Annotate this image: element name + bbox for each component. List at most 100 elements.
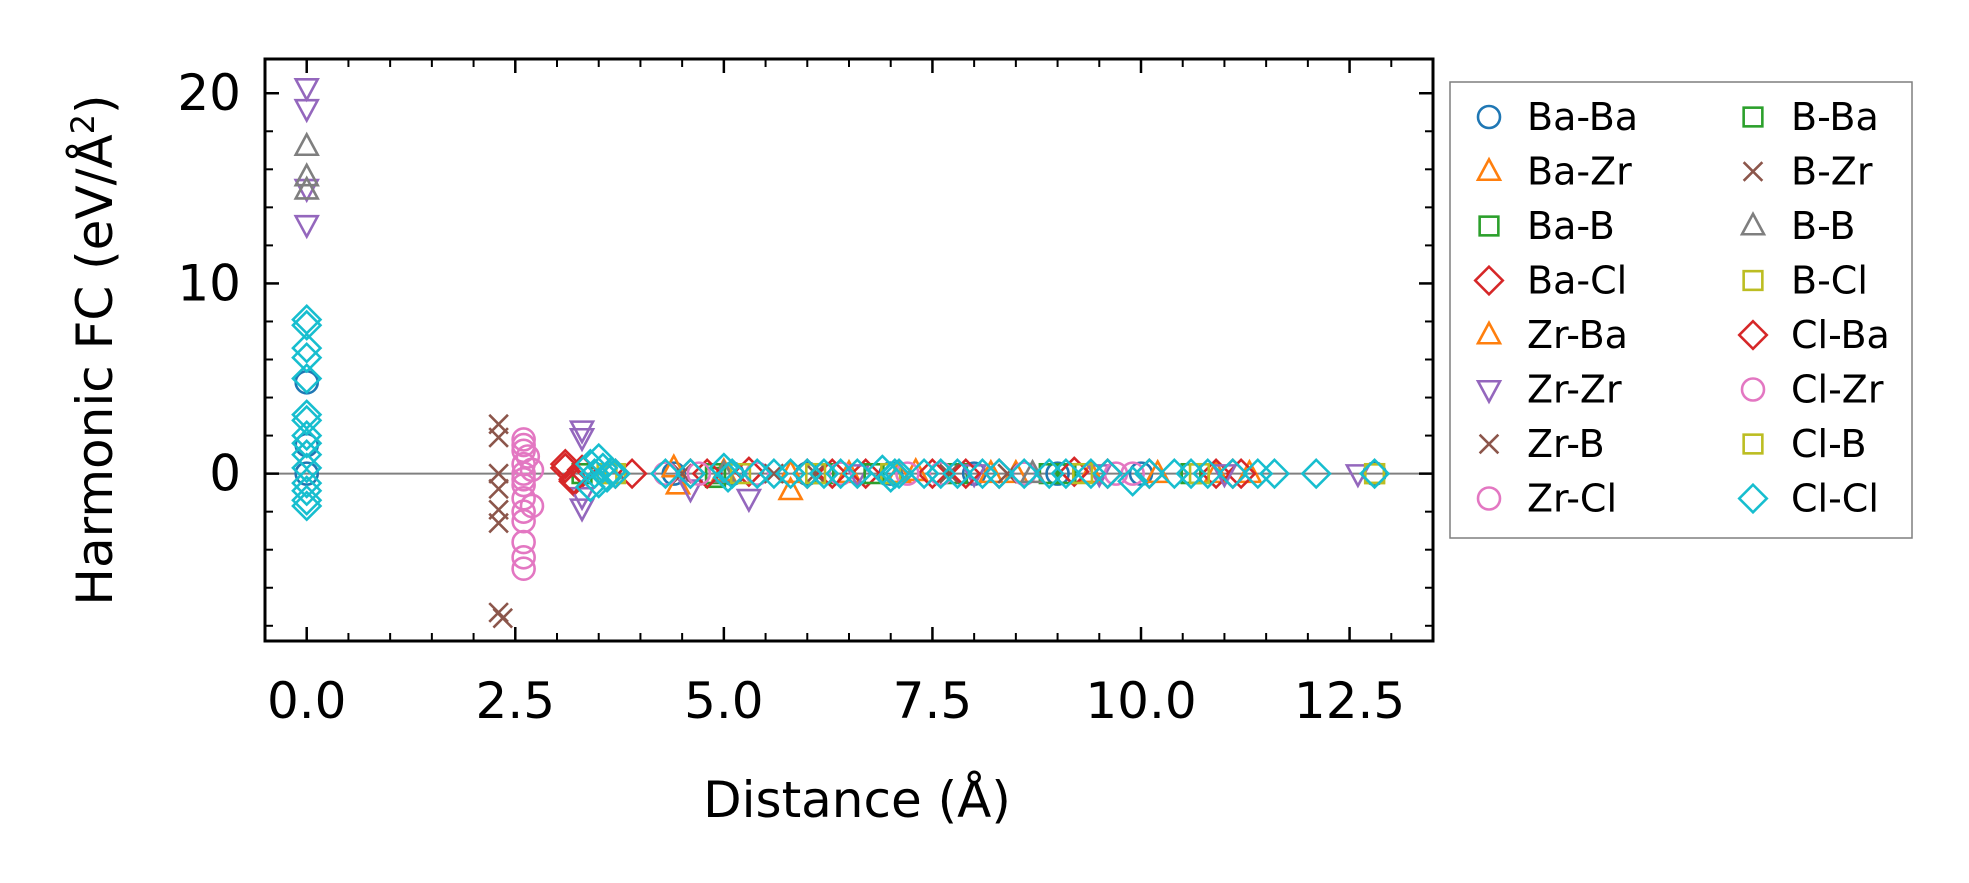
data-point xyxy=(293,162,320,187)
legend-label: B-Ba xyxy=(1791,95,1879,139)
legend-marker xyxy=(1742,106,1764,128)
legend-marker xyxy=(1739,211,1767,236)
y-tick-label: 10 xyxy=(177,254,241,312)
axis-labels: Distance (Å) Harmonic FC (eV/Å2) xyxy=(64,94,1011,829)
data-point xyxy=(488,427,509,448)
data-point xyxy=(879,458,911,490)
x-tick-label: 7.5 xyxy=(893,672,973,730)
series-zr-b xyxy=(488,413,1018,629)
y-axis-label: Harmonic FC (eV/Å2) xyxy=(64,94,124,605)
data-point xyxy=(708,452,740,484)
data-point xyxy=(850,458,882,490)
data-point xyxy=(841,458,873,490)
legend-label: Ba-Cl xyxy=(1527,259,1627,303)
data-point xyxy=(1192,458,1224,490)
legend-label: B-Cl xyxy=(1791,259,1868,303)
legend-item: Cl-B xyxy=(1742,422,1867,466)
data-point xyxy=(488,499,509,521)
series-cl-cl xyxy=(291,303,1391,522)
data-point xyxy=(291,419,323,452)
data-point xyxy=(291,452,323,484)
axes-frame xyxy=(263,57,1435,643)
legend-label: Zr-B xyxy=(1527,422,1605,466)
legend-label: Cl-Zr xyxy=(1791,368,1884,412)
legend-item: B-Cl xyxy=(1742,259,1868,303)
data-point xyxy=(492,607,514,629)
legend-item: B-Zr xyxy=(1742,150,1873,194)
legend-marker xyxy=(1742,269,1764,292)
data-point xyxy=(805,463,826,484)
legend-item: Zr-Cl xyxy=(1476,477,1617,521)
data-point xyxy=(941,458,974,490)
data-point xyxy=(293,98,320,124)
data-point xyxy=(916,458,949,490)
x-tick-label: 0.0 xyxy=(267,672,347,730)
data-point xyxy=(983,458,1015,490)
data-point xyxy=(777,475,804,501)
data-point xyxy=(895,461,920,486)
legend-marker xyxy=(1476,486,1502,511)
data-point xyxy=(1045,461,1070,486)
legend-label: Zr-Cl xyxy=(1527,477,1617,521)
data-point xyxy=(511,545,536,570)
plot-area xyxy=(265,77,1433,629)
data-point xyxy=(828,461,853,486)
legend-marker xyxy=(1476,104,1502,130)
legend-label: Cl-Ba xyxy=(1791,313,1890,357)
data-point xyxy=(291,475,323,507)
data-point xyxy=(816,458,848,490)
data-point xyxy=(1300,458,1332,490)
data-point xyxy=(294,461,320,486)
data-point xyxy=(1008,458,1040,490)
legend-marker xyxy=(1740,377,1766,402)
legend-marker xyxy=(1478,433,1500,455)
data-point xyxy=(1050,458,1082,490)
legend-marker xyxy=(1737,319,1769,351)
data-point xyxy=(291,332,323,364)
data-point xyxy=(293,175,320,200)
data-point xyxy=(511,427,536,452)
data-point xyxy=(511,467,536,492)
legend-marker xyxy=(1475,320,1503,345)
legend-label: Ba-Zr xyxy=(1527,150,1632,194)
data-point xyxy=(1359,458,1391,490)
legend-label: Ba-Ba xyxy=(1527,95,1638,139)
data-point xyxy=(568,427,596,453)
legend-item: B-Ba xyxy=(1742,95,1879,139)
legend-marker xyxy=(1475,156,1503,182)
data-point xyxy=(1117,465,1149,497)
legend-item: Cl-Cl xyxy=(1737,477,1879,521)
legend-label: B-Zr xyxy=(1791,150,1873,194)
data-point xyxy=(549,448,581,480)
legend-label: Ba-B xyxy=(1527,204,1615,248)
series-zr-zr xyxy=(293,77,1372,523)
data-point xyxy=(511,432,536,458)
data-point xyxy=(1188,462,1211,485)
data-point xyxy=(1133,458,1165,490)
legend-item: Cl-Zr xyxy=(1740,368,1884,412)
data-point xyxy=(291,484,323,516)
x-tick-label: 2.5 xyxy=(476,672,556,730)
legend: Ba-Ba Ba-Zr Ba-B Ba-Cl Zr-Ba Zr-Zr Zr-B Zr-Cl B-… xyxy=(1449,81,1913,539)
data-point xyxy=(574,471,606,503)
x-tick-label: 12.5 xyxy=(1294,672,1405,730)
legend-label: Cl-Cl xyxy=(1791,477,1879,521)
data-point xyxy=(293,214,320,240)
legend-item: Cl-Ba xyxy=(1737,313,1890,357)
legend-marker xyxy=(1737,482,1769,515)
legend-item: Zr-Zr xyxy=(1475,368,1622,412)
data-point xyxy=(649,458,682,490)
legend-label: B-B xyxy=(1791,204,1856,248)
data-point xyxy=(511,472,536,498)
data-point xyxy=(291,404,323,436)
data-point xyxy=(293,131,320,157)
data-point xyxy=(804,462,827,485)
data-point xyxy=(1071,462,1094,485)
legend-item: Zr-Ba xyxy=(1475,313,1628,357)
data-point xyxy=(568,420,596,445)
data-point xyxy=(578,458,611,490)
series-cl-b xyxy=(604,462,1386,485)
data-point xyxy=(291,342,323,374)
series-b-b xyxy=(293,131,1046,484)
